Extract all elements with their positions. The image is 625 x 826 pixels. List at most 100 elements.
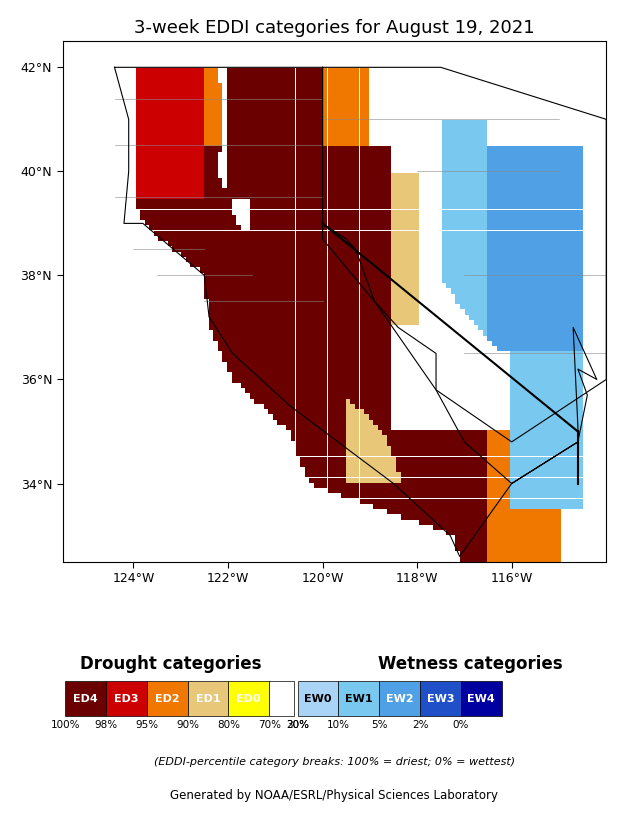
- Bar: [341, 493, 346, 498]
- Bar: [337, 488, 341, 493]
- Bar: [149, 120, 154, 126]
- Bar: [574, 188, 579, 193]
- Bar: [506, 451, 510, 457]
- Bar: [227, 278, 231, 283]
- Bar: [469, 278, 474, 283]
- Bar: [432, 477, 437, 482]
- Bar: [341, 246, 346, 251]
- Bar: [278, 246, 282, 251]
- Bar: [542, 351, 547, 357]
- Bar: [469, 225, 474, 230]
- Bar: [533, 551, 538, 556]
- Bar: [341, 304, 346, 309]
- Bar: [199, 126, 204, 131]
- Bar: [442, 488, 446, 493]
- Bar: [556, 393, 561, 399]
- Bar: [222, 273, 227, 278]
- Bar: [533, 278, 538, 283]
- Bar: [250, 288, 254, 293]
- Bar: [300, 99, 304, 104]
- Bar: [510, 462, 515, 467]
- Bar: [542, 399, 547, 404]
- Bar: [341, 330, 346, 335]
- Bar: [199, 141, 204, 146]
- Bar: [464, 235, 469, 241]
- Bar: [451, 446, 456, 451]
- Bar: [213, 73, 218, 78]
- Bar: [355, 315, 359, 320]
- Bar: [337, 299, 341, 304]
- Bar: [497, 210, 501, 215]
- Bar: [232, 335, 236, 341]
- Bar: [181, 246, 186, 251]
- Bar: [464, 241, 469, 246]
- Bar: [318, 183, 323, 188]
- Bar: [168, 204, 172, 210]
- Bar: [437, 451, 442, 457]
- Bar: [542, 330, 547, 335]
- Bar: [323, 157, 328, 162]
- Bar: [547, 235, 551, 241]
- Bar: [373, 362, 378, 367]
- Bar: [355, 199, 359, 204]
- Bar: [296, 120, 300, 126]
- Bar: [419, 451, 424, 457]
- Bar: [268, 157, 272, 162]
- Bar: [538, 246, 542, 251]
- Bar: [519, 462, 524, 467]
- Bar: [378, 325, 382, 330]
- Bar: [442, 457, 446, 462]
- Bar: [355, 235, 359, 241]
- Bar: [396, 310, 401, 315]
- Bar: [561, 351, 565, 357]
- Bar: [245, 115, 250, 120]
- Bar: [264, 99, 268, 104]
- Bar: [437, 482, 442, 488]
- Bar: [314, 477, 318, 482]
- Bar: [574, 183, 579, 188]
- Bar: [304, 425, 309, 430]
- Bar: [209, 325, 213, 330]
- Bar: [364, 299, 369, 304]
- Bar: [232, 357, 236, 362]
- Bar: [254, 99, 259, 104]
- Bar: [300, 373, 304, 377]
- Bar: [355, 110, 359, 115]
- Text: EW1: EW1: [345, 694, 372, 704]
- Bar: [309, 283, 314, 288]
- Bar: [186, 68, 191, 73]
- Bar: [570, 178, 574, 183]
- Bar: [551, 540, 556, 546]
- Bar: [478, 451, 483, 457]
- Bar: [506, 210, 510, 215]
- Bar: [341, 425, 346, 430]
- Bar: [382, 304, 387, 309]
- Bar: [309, 178, 314, 183]
- Bar: [510, 393, 515, 399]
- Bar: [254, 210, 259, 215]
- Bar: [579, 262, 583, 268]
- Bar: [227, 152, 231, 157]
- Bar: [478, 304, 483, 309]
- Bar: [451, 482, 456, 488]
- Bar: [515, 204, 519, 210]
- Bar: [488, 235, 492, 241]
- Bar: [154, 168, 158, 173]
- Bar: [524, 493, 529, 498]
- Bar: [341, 136, 346, 141]
- Bar: [442, 120, 446, 126]
- Bar: [519, 273, 524, 278]
- Bar: [506, 488, 510, 493]
- Bar: [341, 383, 346, 388]
- Bar: [442, 141, 446, 146]
- Bar: [282, 404, 286, 409]
- Bar: [551, 304, 556, 309]
- Bar: [332, 157, 337, 162]
- Bar: [488, 262, 492, 268]
- Bar: [177, 230, 181, 235]
- Bar: [232, 215, 236, 220]
- Bar: [341, 131, 346, 136]
- Bar: [474, 315, 478, 320]
- Bar: [296, 373, 300, 377]
- Bar: [355, 183, 359, 188]
